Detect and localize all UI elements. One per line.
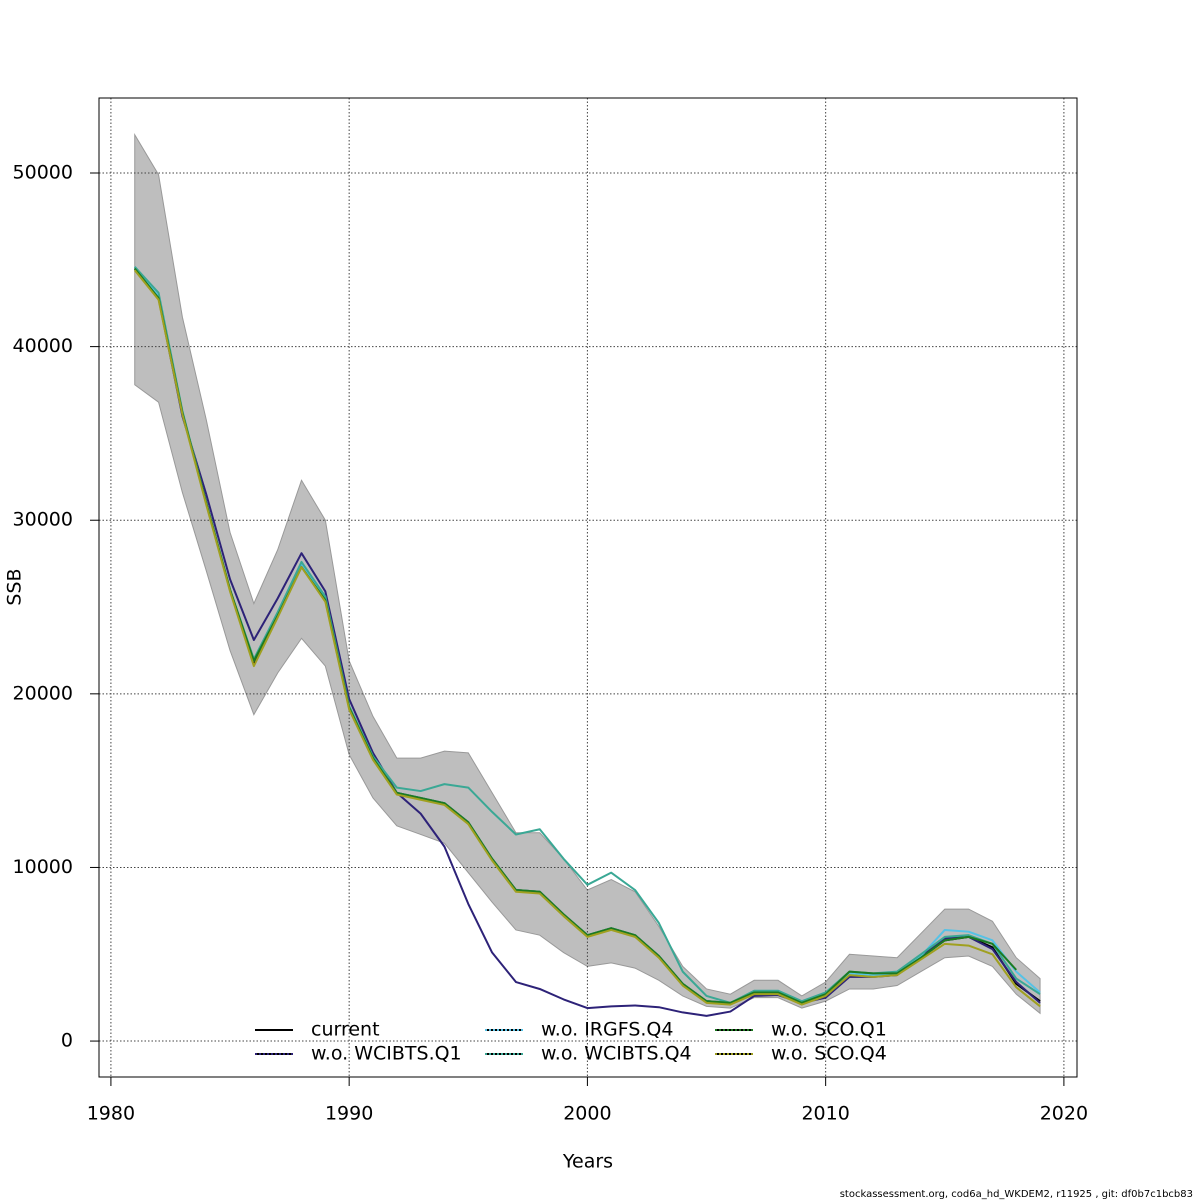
series-line [133,269,1041,1008]
y-tick-label: 50000 [13,162,73,184]
y-tick-label: 0 [61,1030,73,1052]
y-tick-label: 40000 [13,335,73,357]
footnote: stockassessment.org, cod6a_hd_WKDEM2, r1… [840,1189,1193,1200]
legend-label: w.o. SCO.Q1 [771,1019,887,1041]
legend-label: current [311,1019,380,1041]
y-axis-label: SSB [4,568,26,605]
legend-label: w.o. WCIBTS.Q1 [311,1043,462,1065]
x-tick-label: 1980 [87,1103,135,1125]
x-tick-label: 1990 [325,1103,373,1125]
series-line [133,266,1041,1004]
y-tick-label: 20000 [13,682,73,704]
x-axis-label: Years [562,1151,613,1173]
legend-label: w.o. IRGFS.Q4 [541,1019,673,1041]
confidence-band [134,132,1041,1015]
x-tick-label: 2010 [801,1103,849,1125]
x-tick-label: 2000 [563,1103,611,1125]
y-tick-label: 30000 [13,509,73,531]
plot-frame [98,97,1078,1078]
legend-label: w.o. WCIBTS.Q4 [541,1043,692,1065]
y-tick-label: 10000 [13,856,73,878]
legend-label: w.o. SCO.Q4 [771,1043,887,1065]
x-tick-label: 2020 [1040,1103,1088,1125]
